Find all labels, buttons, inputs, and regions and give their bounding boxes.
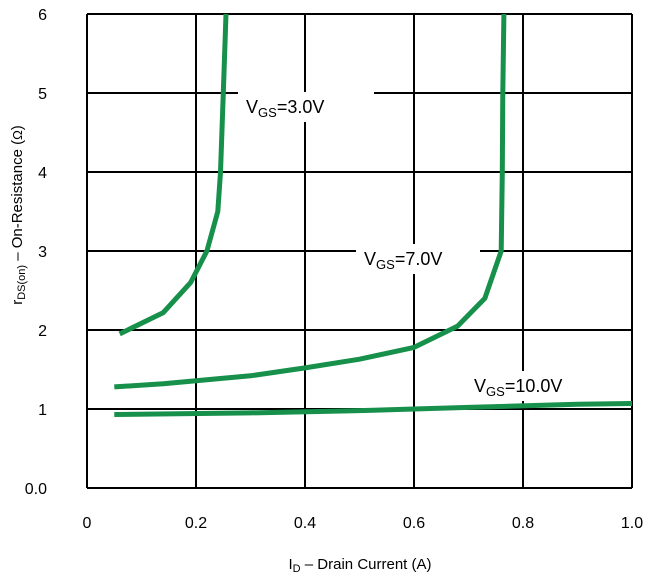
curve-vgs-3-0v [118, 13, 229, 337]
curve-label-vgs-7-0v: VGS=7.0V [364, 249, 442, 272]
y-axis-title-main: r [9, 300, 26, 305]
x-axis-title-rest: – Drain Current (A) [301, 556, 432, 573]
x-axis-title-main: I [289, 556, 293, 573]
x-axis-title-sub: D [293, 563, 301, 575]
curve-label-vgs-10-0v: VGS=10.0V [474, 376, 562, 399]
x-axis-title: ID – Drain Current (A) [289, 556, 432, 575]
x-tick-label-2: 0.4 [294, 515, 316, 532]
y-tick-label-5: 5 [38, 86, 47, 103]
y-axis-title-unit: Ω [10, 130, 25, 140]
y-axis-title-close: ) [9, 125, 26, 130]
y-tick-label-3: 3 [38, 244, 47, 261]
x-tick-label-4: 0.8 [512, 515, 534, 532]
curve-label-bg-vgs-7-0v [356, 244, 480, 274]
y-tick-label-2: 2 [38, 323, 47, 340]
y-tick-label-6: 6 [38, 7, 47, 24]
curve-label-vgs-3-0v: VGS=3.0V [246, 97, 324, 120]
y-axis-title-rest: – On-Resistance ( [9, 140, 26, 265]
curve-labels: VGS=3.0V VGS=7.0V VGS=10.0V [238, 92, 596, 401]
curve-vgs-7-0v [114, 13, 507, 390]
x-tick-label-3: 0.6 [403, 515, 425, 532]
curve-vgs-10-0v [114, 401, 633, 417]
ticks: 0 0.2 0.4 0.6 0.8 1.0 0.0 1 2 3 4 5 6 [25, 7, 643, 532]
y-axis-title: rDS(on) – On-Resistance (Ω) [9, 125, 28, 305]
y-tick-label-4: 4 [38, 165, 47, 182]
x-tick-label-5: 1.0 [621, 515, 643, 532]
y-tick-label-1: 1 [38, 402, 47, 419]
y-axis-title-sub: DS(on) [16, 265, 28, 300]
y-tick-label-0: 0.0 [25, 481, 47, 498]
curves [114, 13, 633, 417]
curve-label-bg-vgs-10-0v [466, 371, 596, 401]
curve-label-bg-vgs-3-0v [238, 92, 374, 122]
x-tick-label-1: 0.2 [185, 515, 207, 532]
x-tick-label-0: 0 [83, 515, 92, 532]
